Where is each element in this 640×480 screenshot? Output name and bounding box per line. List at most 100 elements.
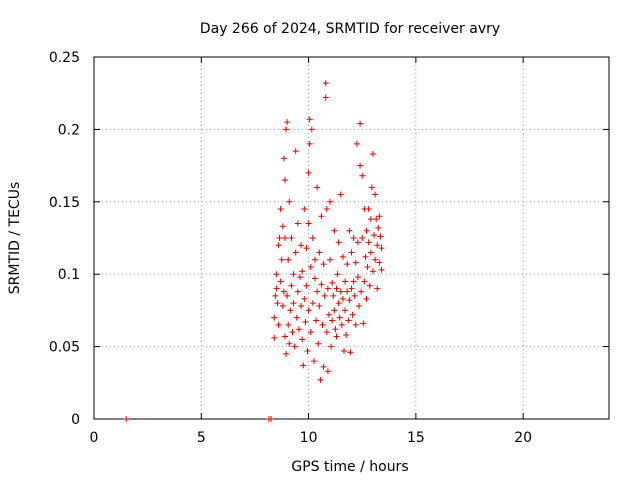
data-point	[287, 307, 294, 314]
axis-ticks: 0 5 10 15 20 0 0.05 0.1 0.15 0.2 0.25	[49, 50, 609, 446]
data-point	[279, 223, 286, 230]
data-point	[366, 282, 373, 289]
y-tick-label: 0.15	[49, 195, 80, 211]
data-point	[351, 292, 358, 299]
data-point	[306, 116, 313, 123]
chart-title: Day 266 of 2024, SRMTID for receiver avr…	[200, 21, 500, 37]
data-point	[350, 278, 357, 285]
data-point	[376, 259, 383, 266]
x-tick-label: 15	[407, 430, 425, 446]
data-point	[342, 278, 349, 285]
data-point	[298, 303, 305, 310]
data-point	[277, 206, 284, 213]
data-point	[274, 300, 281, 307]
data-point	[378, 266, 385, 273]
data-point	[337, 191, 344, 198]
data-point	[305, 169, 312, 176]
data-point	[365, 239, 372, 246]
data-point	[297, 274, 303, 281]
data-point	[285, 256, 292, 263]
data-point	[334, 271, 341, 278]
data-point	[294, 288, 301, 295]
data-point	[301, 206, 308, 213]
data-point	[280, 288, 287, 295]
data-point	[317, 376, 324, 383]
data-point	[301, 295, 308, 302]
data-point	[331, 227, 338, 234]
data-point	[376, 213, 383, 220]
data-point	[312, 275, 319, 282]
data-point	[371, 232, 378, 239]
data-point	[281, 177, 288, 184]
data-point	[306, 140, 313, 147]
data-point	[335, 300, 342, 307]
data-point	[359, 172, 366, 179]
data-point	[363, 295, 370, 302]
data-point	[289, 329, 296, 336]
data-point	[314, 184, 321, 191]
data-point	[268, 416, 275, 422]
data-point	[286, 340, 293, 347]
data-point	[352, 321, 359, 328]
data-point	[322, 80, 329, 87]
x-axis-label: GPS time / hours	[291, 459, 408, 475]
data-point	[357, 120, 364, 127]
data-point	[314, 288, 321, 295]
data-point	[378, 245, 385, 252]
data-point	[332, 326, 339, 333]
data-point	[372, 191, 379, 198]
data-point	[327, 256, 334, 263]
data-point	[304, 347, 311, 354]
data-point	[374, 242, 381, 249]
data-point	[293, 314, 300, 321]
data-point	[300, 362, 307, 369]
data-point	[310, 358, 317, 365]
data-point	[327, 198, 334, 205]
data-point	[369, 151, 376, 158]
data-point	[323, 329, 330, 336]
data-point	[275, 321, 282, 328]
data-point	[316, 303, 323, 310]
data-point	[346, 297, 353, 304]
data-point	[362, 253, 369, 260]
data-point	[329, 317, 336, 324]
data-point	[324, 285, 331, 292]
data-point	[322, 94, 329, 101]
data-point	[284, 292, 291, 299]
data-point	[309, 235, 316, 241]
data-point	[358, 288, 365, 295]
y-axis-label: SRMTID / TECUs	[7, 182, 23, 295]
data-point	[279, 303, 286, 310]
data-point	[348, 249, 355, 256]
data-point	[349, 311, 356, 318]
data-point	[352, 259, 359, 266]
data-point	[338, 321, 345, 328]
data-point	[343, 332, 350, 339]
data-point	[291, 343, 298, 350]
data-point	[281, 333, 288, 340]
data-point	[373, 216, 380, 223]
data-point	[335, 239, 342, 246]
data-point	[321, 292, 328, 299]
data-point	[283, 350, 290, 357]
data-point	[305, 220, 312, 227]
data-point	[280, 155, 287, 162]
y-tick-label: 0.2	[58, 122, 80, 138]
data-point	[299, 336, 306, 343]
data-point	[298, 242, 305, 249]
data-point	[308, 126, 315, 133]
data-point	[276, 235, 283, 241]
data-point	[295, 326, 302, 333]
data-point	[271, 334, 278, 341]
data-point	[303, 245, 310, 252]
data-point	[277, 278, 284, 285]
data-point	[346, 227, 353, 234]
data-point	[275, 242, 282, 249]
data-point	[316, 249, 323, 256]
data-point	[363, 227, 370, 234]
data-point	[278, 256, 285, 263]
data-point	[324, 368, 331, 375]
plot-frame	[93, 56, 610, 420]
grid	[94, 57, 609, 419]
